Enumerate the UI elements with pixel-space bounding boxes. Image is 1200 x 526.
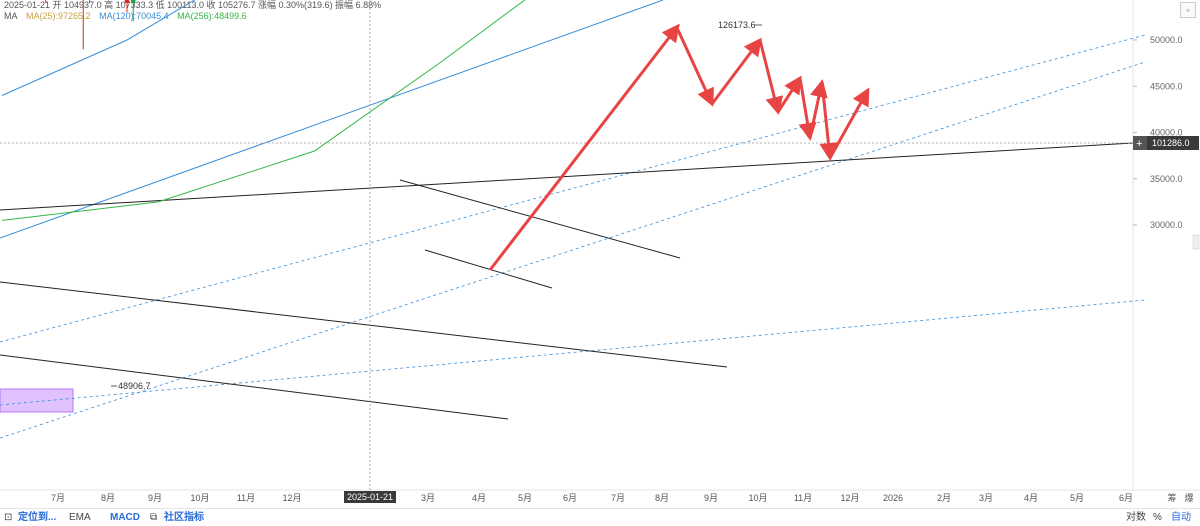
channel-dashed-line-3 xyxy=(0,299,1146,406)
ma256-legend: MA(256):48499.6 xyxy=(177,11,247,21)
candle xyxy=(82,0,84,50)
x-tick-label: 11月 xyxy=(794,493,812,503)
channel-dashed-line-1 xyxy=(0,34,1146,343)
x-tick-label: 10月 xyxy=(190,493,209,503)
descending-channel-bottom xyxy=(0,354,509,420)
projection-arrow xyxy=(808,79,828,139)
projection-arrow xyxy=(828,87,870,159)
ma-legend-label: MA xyxy=(4,11,18,21)
channel-dashed-line-2 xyxy=(0,61,1146,439)
candle-body xyxy=(131,0,136,3)
indicator-toolbar: ⊡ 定位到... EMA MACD ⧉ 社区指标 对数 % 自动 xyxy=(0,508,1200,526)
x-tick-label: 12月 xyxy=(840,493,859,503)
y-tick-label: 45000.0 xyxy=(1150,81,1183,91)
x-tick-label: 3月 xyxy=(979,493,993,503)
high-price-label: 126173.6 xyxy=(718,20,756,30)
settings-icon[interactable]: ▫ xyxy=(1180,2,1196,18)
x-tick-label: 8月 xyxy=(655,493,669,503)
auto-scale-toggle[interactable]: 自动 xyxy=(1171,512,1191,523)
ma-line-ma256 xyxy=(1,0,526,221)
x-tick-label: 12月 xyxy=(282,493,301,503)
y-tick-label: 35000.0 xyxy=(1150,174,1183,184)
x-tick-label: 5月 xyxy=(518,493,532,503)
candle xyxy=(45,0,47,3)
candle xyxy=(89,0,90,3)
x-tick-label: 11月 xyxy=(237,493,255,503)
community-indicator-icon[interactable]: ⧉ xyxy=(150,512,158,523)
descending-channel-top xyxy=(0,281,728,368)
locate-button[interactable]: 定位到... xyxy=(18,512,57,523)
projection-arrow xyxy=(776,75,802,113)
crosshair-date-badge xyxy=(344,491,396,503)
x-tick-label: 7月 xyxy=(611,493,625,503)
x-tick-label: 爆 xyxy=(1184,492,1193,503)
ema-button[interactable]: EMA xyxy=(69,512,91,523)
ma120-legend: MA(120):70045.4 xyxy=(99,11,169,21)
x-tick-label: 9月 xyxy=(148,493,162,503)
projection-arrow xyxy=(710,37,762,105)
projection-arrow xyxy=(819,81,838,161)
x-tick-label: 10月 xyxy=(748,493,767,503)
x-tick-label: 2026 xyxy=(883,493,903,503)
price-chart[interactable]: 130000.0125000.0120000.0115000.0110000.0… xyxy=(0,0,1200,507)
y-tick-label: 30000.0 xyxy=(1150,220,1183,230)
crosshair-price-value: 101286.0 xyxy=(1152,138,1190,148)
ma-line-ma120 xyxy=(1,0,196,96)
x-tick-label: 6月 xyxy=(563,493,577,503)
community-indicator-button[interactable]: 社区指标 xyxy=(164,512,204,523)
ma25-legend: MA(25):97265.2 xyxy=(26,11,91,21)
crosshair-add-button xyxy=(1133,136,1147,150)
low-price-label: 48906.7 xyxy=(118,381,151,391)
x-tick-label: 4月 xyxy=(472,493,486,503)
x-tick-label: 3月 xyxy=(421,493,435,503)
percent-scale-toggle[interactable]: % xyxy=(1153,512,1162,523)
candle-body xyxy=(124,0,130,3)
macd-button[interactable]: MACD xyxy=(110,512,140,523)
ohlc-legend: 2025-01-21 开 104937.0 高 107333.3 低 10011… xyxy=(4,0,387,11)
add-icon: + xyxy=(1136,138,1142,150)
x-tick-label: 9月 xyxy=(704,493,718,503)
x-tick-label: 筹 xyxy=(1167,492,1176,503)
x-tick-label: 4月 xyxy=(1024,493,1038,503)
candle xyxy=(131,0,136,22)
projection-arrow xyxy=(488,23,680,271)
candle xyxy=(124,0,130,13)
y-tick-label: 40000.0 xyxy=(1150,128,1183,138)
axis-scroll-handle xyxy=(1192,234,1200,250)
projection-arrow xyxy=(758,39,784,115)
x-tick-label: 8月 xyxy=(101,493,115,503)
ohlc-text: 2025-01-21 开 104937.0 高 107333.3 低 10011… xyxy=(4,0,382,10)
projection-arrow xyxy=(676,29,714,107)
x-tick-label: 7月 xyxy=(51,493,65,503)
x-tick-label: 5月 xyxy=(1070,493,1084,503)
crosshair-price-badge xyxy=(1135,136,1199,150)
log-scale-toggle[interactable]: 对数 xyxy=(1126,512,1146,523)
y-tick-label: 50000.0 xyxy=(1150,35,1183,45)
flag-upper-line xyxy=(399,179,681,259)
locate-icon[interactable]: ⊡ xyxy=(4,512,13,523)
channel-upper-line xyxy=(0,0,664,239)
x-tick-label: 6月 xyxy=(1119,493,1133,503)
x-tick-label: 2月 xyxy=(937,493,951,503)
support-trendline xyxy=(0,142,1134,211)
projection-arrow xyxy=(798,77,817,141)
highlight-zone xyxy=(0,388,74,413)
ma-legend[interactable]: MA MA(25):97265.2 MA(120):70045.4 MA(256… xyxy=(4,11,253,22)
crosshair-date-value: 2025-01-21 xyxy=(347,492,393,502)
flag-lower-line xyxy=(424,249,553,289)
